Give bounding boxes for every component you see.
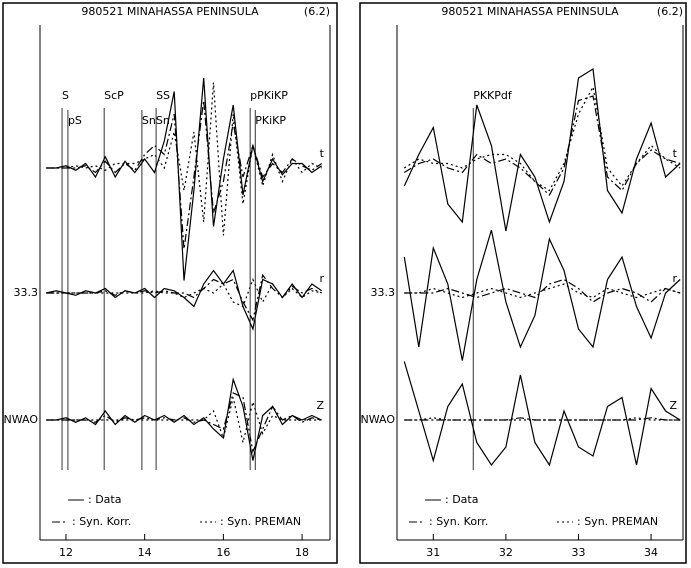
phase-label: S xyxy=(62,89,69,102)
trace xyxy=(403,67,681,232)
trace xyxy=(46,397,322,443)
trace xyxy=(403,229,681,361)
title: 980521 MINAHASSA PENINSULA xyxy=(441,5,619,18)
trace xyxy=(46,377,322,461)
trace xyxy=(46,77,323,281)
title: 980521 MINAHASSA PENINSULA xyxy=(81,5,259,18)
panel-frame xyxy=(2,2,338,564)
component-label: Z xyxy=(316,399,324,412)
component-label: t xyxy=(673,147,678,160)
trace xyxy=(403,95,681,196)
magnitude: (6.2) xyxy=(304,5,330,18)
phase-label: ScP xyxy=(104,89,124,102)
legend-label: : Data xyxy=(445,493,478,506)
phase-label: PKiKP xyxy=(255,114,286,127)
legend-label: : Syn. Korr. xyxy=(72,515,131,528)
trace xyxy=(404,417,681,421)
trace xyxy=(404,278,681,303)
phase-label: pPKiKP xyxy=(250,89,288,102)
x-tick-label: 34 xyxy=(644,546,658,559)
x-tick-label: 32 xyxy=(499,546,513,559)
component-label: r xyxy=(319,272,324,285)
phase-label: SS xyxy=(156,89,170,102)
x-tick-label: 16 xyxy=(216,546,230,559)
x-tick-label: 14 xyxy=(138,546,152,559)
trace xyxy=(46,392,322,454)
x-tick-label: 33 xyxy=(571,546,585,559)
station-label: NWAO xyxy=(361,413,396,426)
station-label: 33.3 xyxy=(14,286,39,299)
panel-frame xyxy=(359,2,687,564)
legend-label: : Syn. PREMAN xyxy=(577,515,658,528)
phase-label: pS xyxy=(68,114,82,127)
station-label: NWAO xyxy=(4,413,39,426)
x-tick-label: 31 xyxy=(426,546,440,559)
trace xyxy=(403,361,681,467)
station-label: 33.3 xyxy=(371,286,396,299)
trace xyxy=(46,277,322,308)
magnitude: (6.2) xyxy=(657,5,683,18)
component-label: Z xyxy=(669,399,677,412)
phase-label: PKKPdf xyxy=(473,89,513,102)
trace xyxy=(46,82,322,236)
legend-label: : Data xyxy=(88,493,121,506)
component-label: t xyxy=(320,147,325,160)
legend-label: : Syn. Korr. xyxy=(429,515,488,528)
component-label: r xyxy=(672,272,677,285)
x-tick-label: 12 xyxy=(59,546,73,559)
trace xyxy=(404,417,681,421)
trace xyxy=(403,85,681,192)
legend-label: : Syn. PREMAN xyxy=(220,515,301,528)
x-tick-label: 18 xyxy=(295,546,309,559)
